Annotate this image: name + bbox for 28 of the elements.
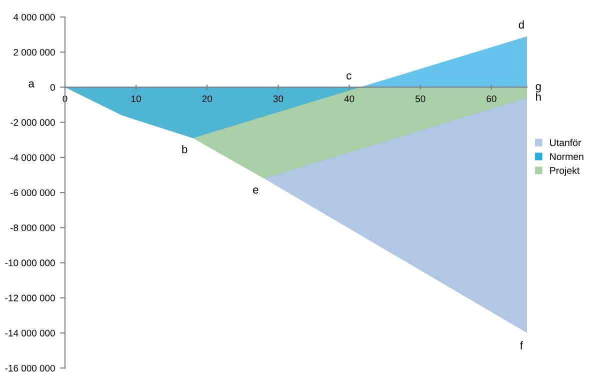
- annotation: d: [518, 20, 524, 29]
- annotation: b: [182, 145, 188, 154]
- y-tick-label: -4 000 000: [10, 154, 55, 161]
- x-tick-label: 20: [202, 95, 212, 102]
- legend-label: Utanför: [550, 138, 582, 146]
- y-tick-label: -16 000 000: [5, 364, 55, 372]
- y-tick-label: 2 000 000: [14, 48, 55, 56]
- y-tick-label: -12 000 000: [5, 294, 55, 302]
- annotation: a: [28, 81, 34, 88]
- y-tick-label: -14 000 000: [5, 330, 55, 336]
- x-tick-label: 60: [486, 95, 496, 102]
- annotation: e: [253, 188, 258, 194]
- y-tick-label: 4 000 000: [13, 14, 55, 21]
- legend-label: Normen: [550, 153, 584, 160]
- annotation: g: [536, 84, 541, 92]
- x-tick-label: 50: [416, 95, 426, 102]
- annotation: h: [536, 92, 541, 101]
- y-tick-label: -10 000 000: [5, 260, 55, 266]
- y-tick-label: 0: [50, 84, 55, 91]
- annotation: c: [346, 73, 352, 80]
- x-tick-label: 30: [273, 95, 284, 102]
- y-tick-label: -8 000 000: [10, 224, 55, 232]
- x-tick-label: 10: [132, 95, 141, 102]
- legend-label: Projekt: [550, 166, 580, 176]
- y-tick-label: -6 000 000: [10, 189, 55, 196]
- y-tick-label: -2 000 000: [10, 119, 55, 126]
- x-tick-label: 40: [344, 95, 354, 102]
- annotation: f: [520, 341, 523, 350]
